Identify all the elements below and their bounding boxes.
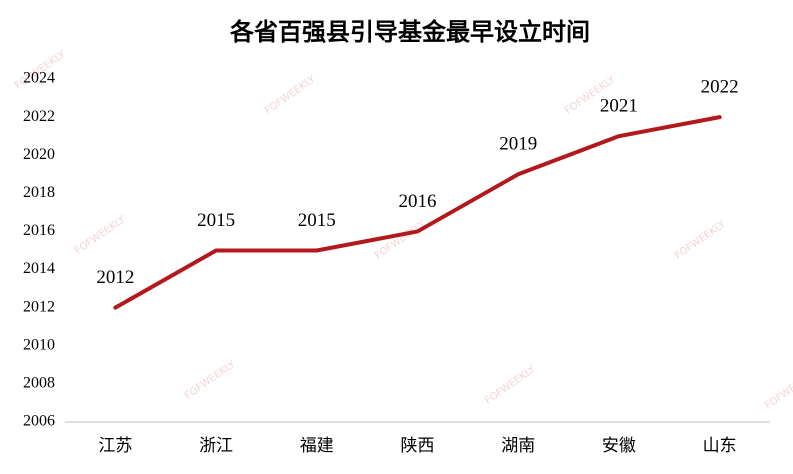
y-tick-label: 2010 xyxy=(23,336,55,353)
data-label: 2021 xyxy=(600,96,638,117)
watermark: FOFWEEKLY xyxy=(183,359,238,402)
y-tick-label: 2006 xyxy=(23,413,55,430)
x-tick-label: 安徽 xyxy=(602,436,636,456)
watermark: FOFWEEKLY xyxy=(73,214,128,257)
x-tick-label: 江苏 xyxy=(98,436,132,456)
data-label: 2022 xyxy=(701,76,739,97)
data-label: 2016 xyxy=(399,191,437,212)
watermark: FOFWEEKLY xyxy=(263,74,318,117)
watermark: FOFWEEKLY xyxy=(763,369,793,412)
y-tick-label: 2008 xyxy=(23,375,55,392)
y-tick-label: 2012 xyxy=(23,298,55,315)
data-label: 2019 xyxy=(499,134,537,155)
x-tick-label: 湖南 xyxy=(501,436,535,456)
watermark: FOFWEEKLY xyxy=(673,219,728,262)
chart-title: 各省百强县引导基金最早设立时间 xyxy=(229,18,590,46)
x-tick-label: 浙江 xyxy=(199,436,233,456)
data-label: 2015 xyxy=(298,210,336,231)
line xyxy=(113,115,722,310)
x-tick-label: 山东 xyxy=(703,436,737,456)
y-tick-label: 2016 xyxy=(23,222,55,239)
data-label: 2012 xyxy=(96,267,134,288)
x-tick-label: 陕西 xyxy=(401,436,435,456)
y-tick-label: 2018 xyxy=(23,184,55,201)
y-tick-label: 2024 xyxy=(23,70,55,87)
x-tick-label: 福建 xyxy=(300,436,334,456)
y-tick-label: 2020 xyxy=(23,146,55,163)
y-tick-label: 2014 xyxy=(23,260,55,277)
data-label: 2015 xyxy=(197,210,235,231)
watermark: FOFWEEKLY xyxy=(483,364,538,407)
y-tick-label: 2022 xyxy=(23,108,55,125)
